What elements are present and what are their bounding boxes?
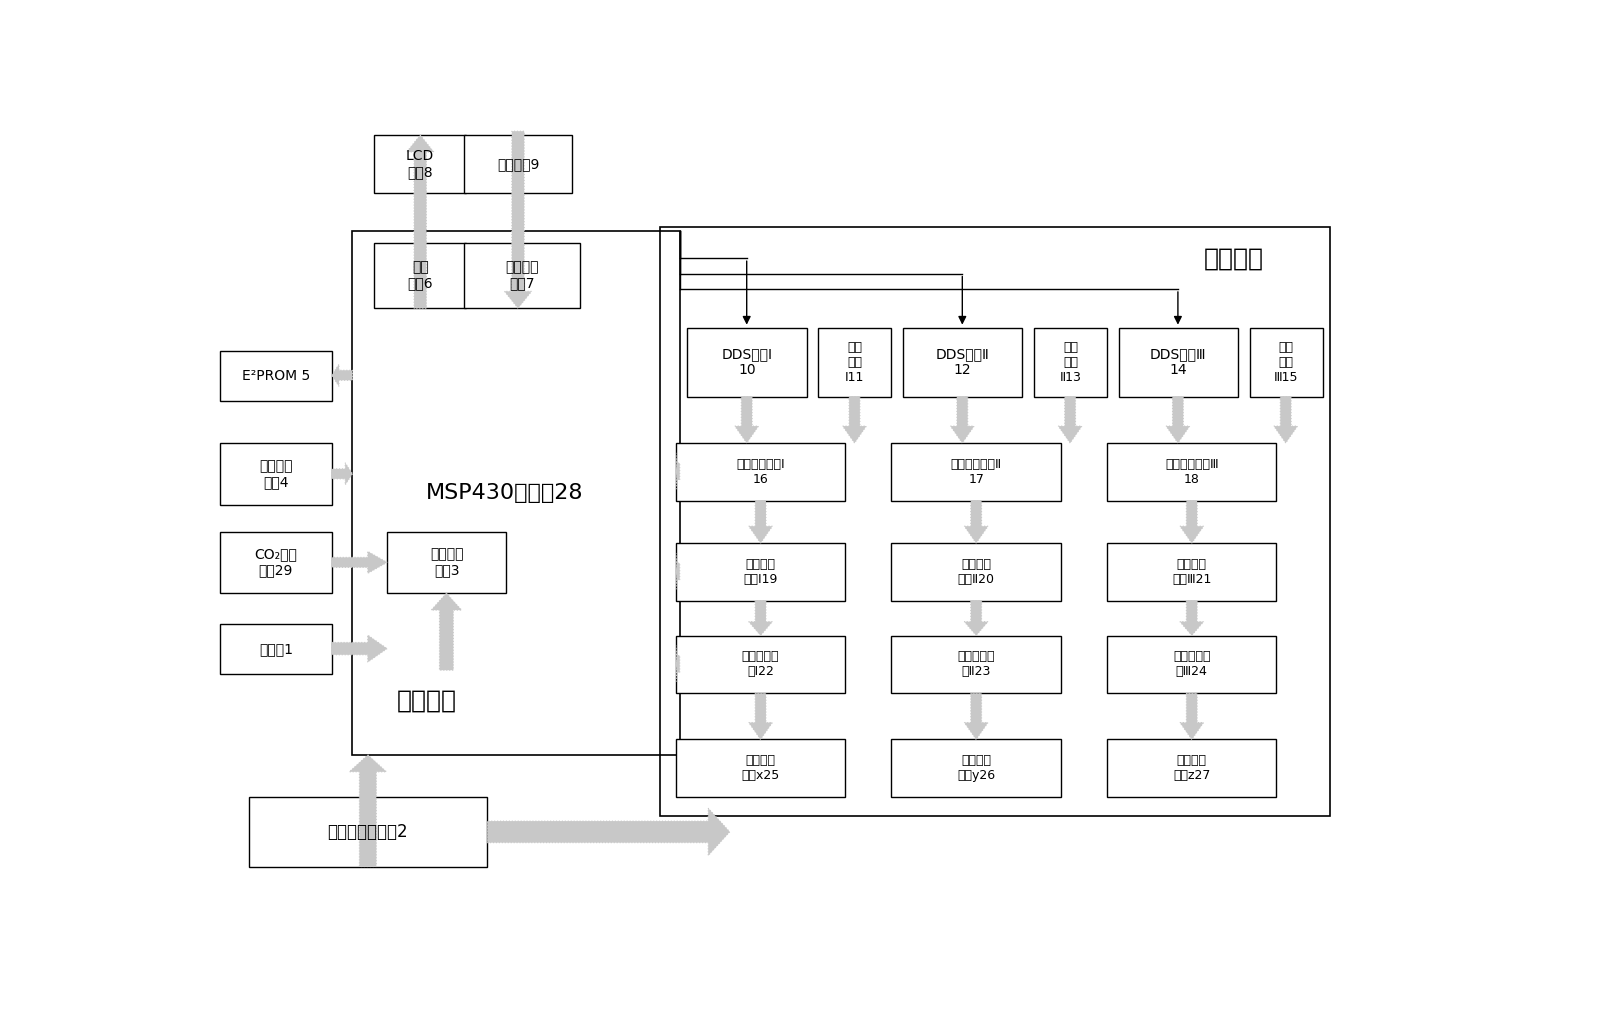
Bar [1033, 327, 1108, 397]
Text: MSP430单片机28: MSP430单片机28 [425, 483, 584, 503]
Text: 亥姆赫兹
线圈z27: 亥姆赫兹 线圈z27 [1172, 754, 1211, 782]
FancyArrow shape [734, 397, 758, 443]
Bar [1108, 443, 1276, 501]
FancyArrow shape [1274, 397, 1297, 443]
Text: DDS模块Ⅰ
10: DDS模块Ⅰ 10 [721, 347, 773, 378]
Text: 直流
电压
Ⅰ11: 直流 电压 Ⅰ11 [846, 341, 865, 384]
Bar [676, 740, 846, 797]
FancyArrow shape [432, 593, 462, 670]
FancyArrow shape [964, 501, 988, 543]
Bar [220, 532, 331, 593]
Text: LCD
液晶8: LCD 液晶8 [406, 149, 435, 179]
FancyArrow shape [487, 808, 729, 855]
Bar [374, 243, 466, 309]
Bar [891, 543, 1061, 601]
FancyArrow shape [1166, 397, 1190, 443]
FancyArrow shape [964, 601, 988, 636]
Text: 功率放大模
块Ⅰ22: 功率放大模 块Ⅰ22 [742, 650, 779, 678]
FancyArrow shape [749, 601, 773, 636]
Text: 直流
电压
Ⅲ15: 直流 电压 Ⅲ15 [1274, 341, 1298, 384]
Text: 温度控制
部分4: 温度控制 部分4 [259, 459, 293, 489]
Bar [464, 243, 579, 309]
Text: CO₂发生
部分29: CO₂发生 部分29 [254, 547, 298, 577]
Text: 亥姆赫兹
线圈y26: 亥姆赫兹 线圈y26 [957, 754, 994, 782]
Bar [676, 636, 846, 694]
Text: 计算机1: 计算机1 [259, 642, 293, 657]
Text: 异步通信
接口3: 异步通信 接口3 [430, 547, 464, 577]
Bar [220, 443, 331, 504]
Text: 显示
接口6: 显示 接口6 [407, 260, 433, 290]
Bar [891, 636, 1061, 694]
Bar [891, 443, 1061, 501]
Text: 幅度调节
模块Ⅰ19: 幅度调节 模块Ⅰ19 [744, 558, 778, 586]
FancyArrow shape [331, 463, 353, 485]
Text: 双路选择开关Ⅰ
16: 双路选择开关Ⅰ 16 [736, 458, 784, 486]
Bar [464, 135, 572, 192]
FancyArrow shape [749, 694, 773, 740]
FancyArrow shape [676, 453, 679, 490]
FancyArrow shape [1058, 397, 1082, 443]
Text: 驱动部分: 驱动部分 [1203, 246, 1263, 271]
Bar [374, 135, 466, 192]
Text: 亥姆赫兹
线圈x25: 亥姆赫兹 线圈x25 [742, 754, 779, 782]
Text: DDS模块Ⅱ
12: DDS模块Ⅱ 12 [936, 347, 990, 378]
FancyArrow shape [1180, 601, 1203, 636]
Text: 功率放大模
块Ⅱ23: 功率放大模 块Ⅱ23 [957, 650, 994, 678]
FancyArrow shape [331, 552, 386, 573]
FancyArrow shape [676, 645, 679, 682]
Text: 双路选择开关Ⅲ
18: 双路选择开关Ⅲ 18 [1164, 458, 1219, 486]
Bar [220, 351, 331, 400]
Bar [660, 227, 1331, 816]
FancyArrow shape [951, 397, 973, 443]
Text: 幅度调节
模块Ⅲ21: 幅度调节 模块Ⅲ21 [1172, 558, 1211, 586]
FancyArrow shape [1180, 694, 1203, 740]
Text: 直流
电压
Ⅱ13: 直流 电压 Ⅱ13 [1059, 341, 1082, 384]
FancyArrow shape [749, 501, 773, 543]
FancyArrow shape [407, 135, 433, 309]
FancyArrow shape [1180, 501, 1203, 543]
Text: 功率放大模
块Ⅲ24: 功率放大模 块Ⅲ24 [1172, 650, 1211, 678]
FancyArrow shape [505, 131, 532, 309]
Text: E²PROM 5: E²PROM 5 [241, 368, 310, 383]
Text: 幅度调节
模块Ⅱ20: 幅度调节 模块Ⅱ20 [957, 558, 994, 586]
Bar [818, 327, 891, 397]
Bar [220, 624, 331, 674]
Bar [353, 232, 679, 755]
Bar [1119, 327, 1239, 397]
Bar [687, 327, 807, 397]
FancyArrow shape [331, 364, 353, 386]
FancyArrow shape [349, 755, 386, 866]
Bar [1108, 543, 1276, 601]
Bar [676, 443, 846, 501]
Text: 大功率电源模块2: 大功率电源模块2 [328, 823, 407, 841]
Bar [249, 797, 487, 866]
Text: DDS模块Ⅲ
14: DDS模块Ⅲ 14 [1150, 347, 1206, 378]
Bar [676, 543, 846, 601]
Bar [386, 532, 506, 593]
Bar [902, 327, 1022, 397]
Text: 控制电路: 控制电路 [398, 689, 458, 713]
FancyArrow shape [842, 397, 867, 443]
Bar [1108, 636, 1276, 694]
Bar [1108, 740, 1276, 797]
Bar [1250, 327, 1323, 397]
Text: 矩阵键盘
接口7: 矩阵键盘 接口7 [505, 260, 538, 290]
FancyArrow shape [331, 635, 386, 663]
Bar [891, 740, 1061, 797]
Text: 矩阵键盘9: 矩阵键盘9 [496, 156, 538, 171]
FancyArrow shape [676, 553, 679, 591]
Text: 双路选择开关Ⅱ
17: 双路选择开关Ⅱ 17 [951, 458, 1001, 486]
FancyArrow shape [964, 694, 988, 740]
